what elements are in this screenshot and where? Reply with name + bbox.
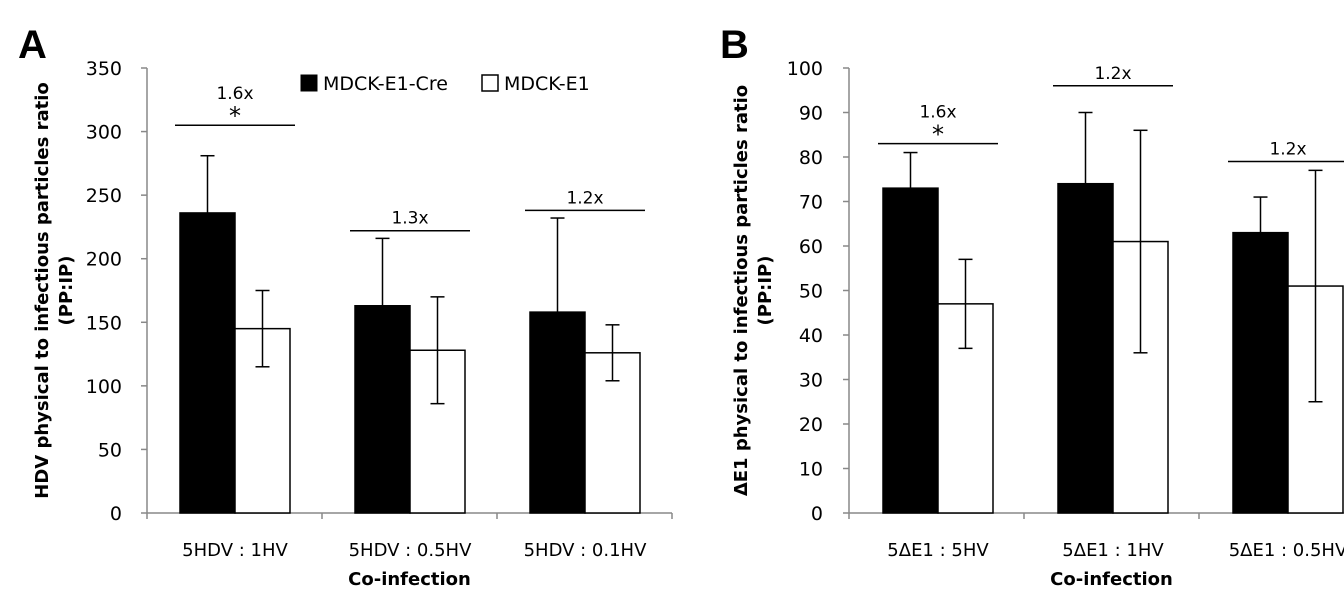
x-category-label: 5ΔE1 : 1HV	[1062, 540, 1164, 561]
x-category-label: 5ΔE1 : 5HV	[887, 540, 989, 561]
bar-cre	[882, 187, 939, 514]
fold-change-label: 1.6x	[216, 84, 253, 104]
y-axis-title-units: (PP:IP)	[755, 256, 776, 326]
y-tick-label: 100	[86, 376, 122, 398]
x-category-label: 5ΔE1 : 0.5HV	[1229, 540, 1344, 561]
y-tick-label: 0	[811, 503, 823, 525]
y-tick-label: 250	[86, 185, 122, 207]
x-category-label: 5HDV : 0.5HV	[349, 540, 473, 561]
x-category-label: 5HDV : 0.1HV	[524, 540, 648, 561]
legend-swatch-cre	[300, 74, 318, 92]
y-tick-label: 40	[799, 325, 823, 347]
y-tick-label: 70	[799, 192, 823, 214]
y-tick-label: 30	[799, 370, 823, 392]
y-tick-label: 80	[799, 147, 823, 169]
significance-star: *	[932, 121, 944, 149]
fold-change-label: 1.2x	[1269, 139, 1306, 159]
legend-label-e1: MDCK-E1	[504, 73, 590, 95]
legend-label-cre: MDCK-E1-Cre	[323, 73, 448, 95]
fold-change-label: 1.6x	[919, 103, 956, 123]
x-category-label: 5HDV : 1HV	[182, 540, 288, 561]
fold-change-label: 1.3x	[391, 209, 428, 229]
y-tick-label: 90	[799, 103, 823, 125]
bar-cre	[1232, 231, 1289, 514]
y-tick-label: 150	[86, 312, 122, 334]
panel-label: A	[18, 23, 47, 67]
fold-change-label: 1.2x	[566, 188, 603, 208]
legend-swatch-e1	[481, 74, 499, 92]
y-tick-label: 0	[110, 503, 122, 525]
x-axis-title: Co-infection	[348, 569, 471, 590]
y-tick-label: 300	[86, 122, 122, 144]
y-axis-title-units: (PP:IP)	[56, 256, 77, 326]
y-tick-label: 20	[799, 414, 823, 436]
y-tick-label: 200	[86, 249, 122, 271]
y-axis-title: ΔE1 physical to infectious particles rat…	[731, 85, 752, 496]
y-tick-label: 60	[799, 236, 823, 258]
y-axis-title: HDV physical to infectious particles rat…	[32, 82, 53, 499]
x-axis-title: Co-infection	[1050, 569, 1173, 590]
panel-label: B	[720, 23, 749, 67]
y-tick-label: 100	[787, 58, 823, 80]
significance-star: *	[229, 102, 241, 130]
y-tick-label: 10	[799, 459, 823, 481]
y-tick-label: 350	[86, 58, 122, 80]
fold-change-label: 1.2x	[1094, 64, 1131, 84]
y-tick-label: 50	[98, 439, 122, 461]
y-tick-label: 50	[799, 281, 823, 303]
